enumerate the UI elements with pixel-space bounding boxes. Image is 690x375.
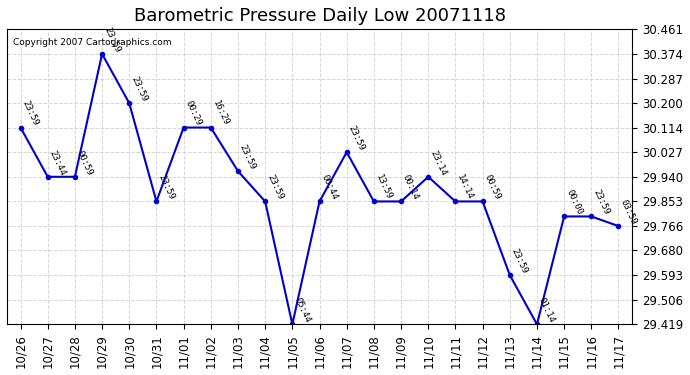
Text: 01:14: 01:14: [537, 296, 556, 324]
Text: 00:29: 00:29: [184, 99, 203, 128]
Text: 14:14: 14:14: [455, 173, 475, 201]
Text: 23:14: 23:14: [428, 148, 448, 177]
Text: 05:44: 05:44: [293, 296, 312, 324]
Text: 03:59: 03:59: [618, 198, 638, 226]
Text: 23:59: 23:59: [238, 143, 257, 171]
Text: 00:59: 00:59: [482, 173, 502, 201]
Text: Copyright 2007 Cartographics.com: Copyright 2007 Cartographics.com: [13, 38, 172, 47]
Text: 23:59: 23:59: [591, 188, 611, 216]
Text: 00:44: 00:44: [319, 173, 339, 201]
Text: 23:59: 23:59: [265, 173, 285, 201]
Text: 23:59: 23:59: [157, 173, 176, 201]
Text: 13:59: 13:59: [374, 173, 393, 201]
Text: 16:29: 16:29: [210, 99, 230, 128]
Text: 23:59: 23:59: [21, 99, 40, 128]
Text: 00:00: 00:00: [564, 188, 584, 216]
Text: 23:59: 23:59: [102, 26, 121, 54]
Title: Barometric Pressure Daily Low 20071118: Barometric Pressure Daily Low 20071118: [133, 7, 506, 25]
Text: 00:59: 00:59: [75, 148, 95, 177]
Text: 23:44: 23:44: [48, 148, 67, 177]
Text: 23:59: 23:59: [510, 247, 529, 275]
Text: 23:59: 23:59: [346, 124, 366, 152]
Text: 00:14: 00:14: [401, 173, 421, 201]
Text: 23:59: 23:59: [129, 75, 149, 103]
